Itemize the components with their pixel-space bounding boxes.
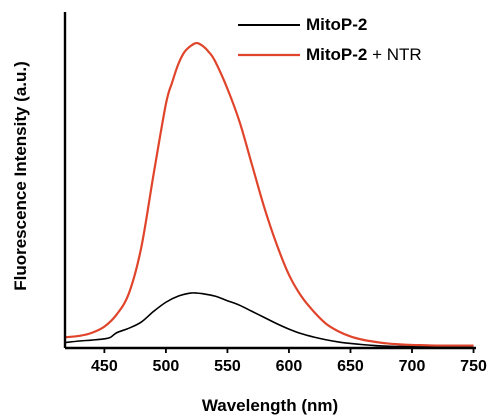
x-tick-label-450: 450 [91,358,118,375]
x-tick-label-500: 500 [153,358,180,375]
y-axis-label: Fluorescence Intensity (a.u.) [11,61,30,291]
series-line-mitop-2-ntr [64,41,474,347]
x-tick-label-600: 600 [276,358,303,375]
legend-label-2: MitoP-2 + NTR [306,45,422,64]
x-tick-label-650: 650 [337,358,364,375]
legend-label-1: MitoP-2 [306,15,367,34]
x-tick-label-750: 750 [460,358,487,375]
x-tick-label-700: 700 [399,358,426,375]
axes: 450 500 550 600 650 700 750 [63,12,487,375]
series-line-mitop-2 [64,292,474,349]
x-tick-label-550: 550 [214,358,241,375]
x-axis-label: Wavelength (nm) [202,396,338,415]
plot-area [64,41,474,349]
legend: MitoP-2 MitoP-2 + NTR [238,15,422,64]
